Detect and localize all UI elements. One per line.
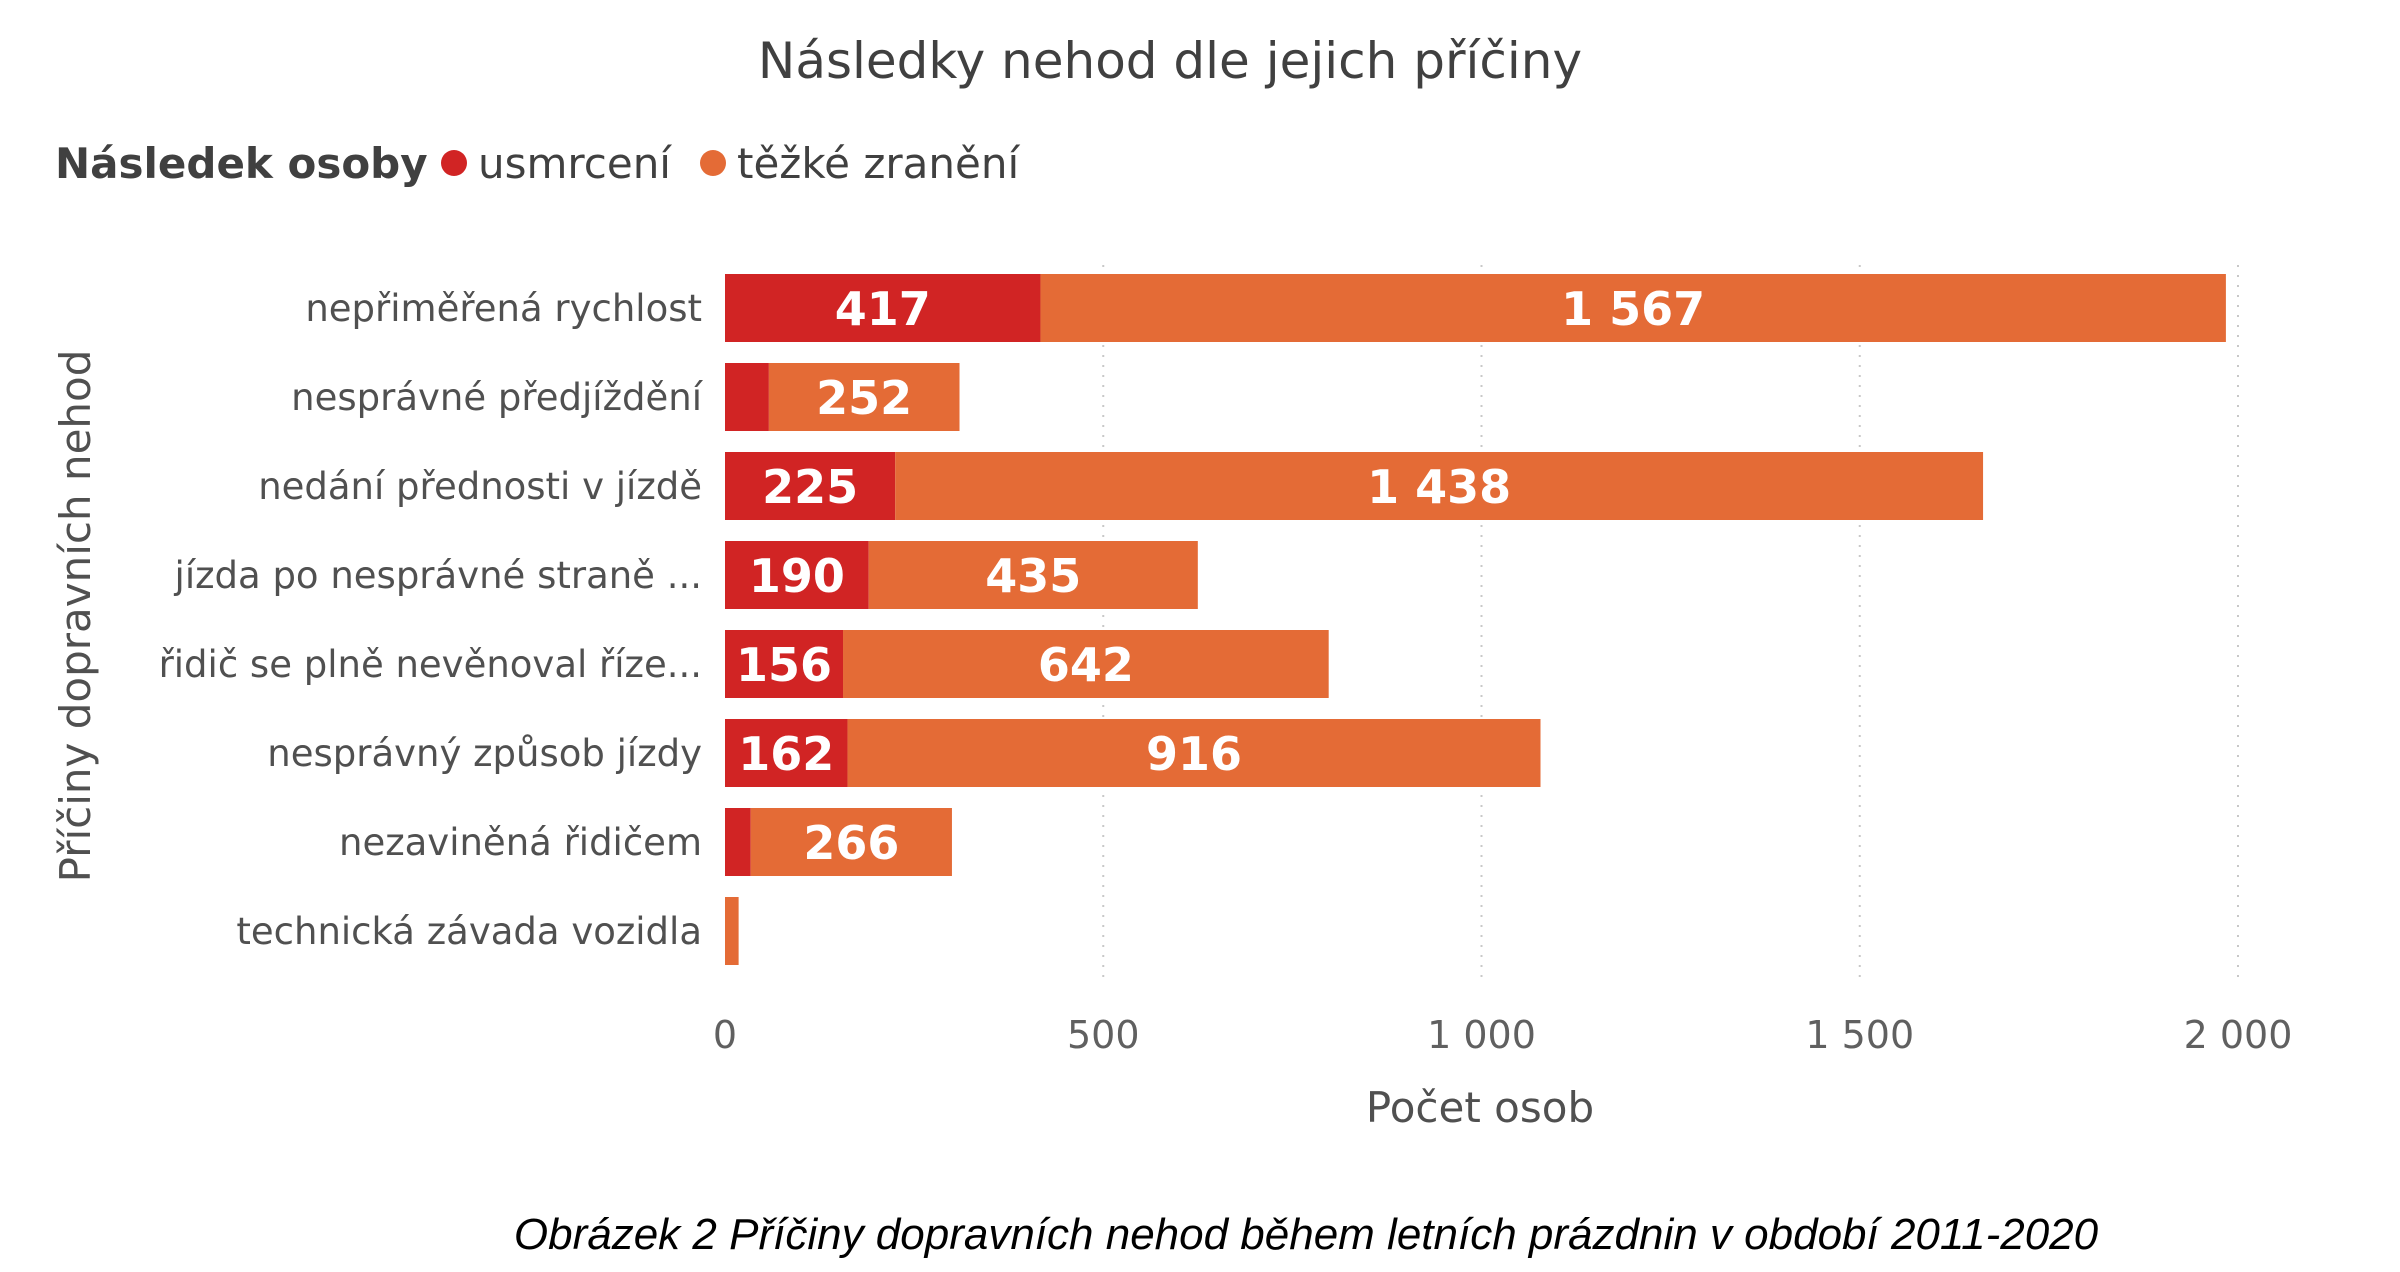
gridlines (1102, 265, 2239, 985)
data-label: 266 (803, 816, 899, 870)
bar-usmrceni (725, 363, 769, 431)
legend-marker-tezke-zraneni (700, 150, 726, 176)
data-label: 642 (1038, 638, 1134, 692)
data-label: 252 (816, 371, 912, 425)
bar-tezke-zraneni (847, 719, 1541, 787)
bar-usmrceni (725, 274, 1041, 342)
y-axis-title: Příčiny dopravních nehod (51, 350, 100, 883)
category-labels: nepřiměřená rychlost nesprávné předjížděn… (159, 287, 704, 953)
data-label: 916 (1146, 727, 1242, 781)
x-tick-label: 500 (1067, 1013, 1140, 1057)
x-tick-labels: 0 500 1 000 1 500 2 000 (713, 1013, 2292, 1057)
bar-usmrceni (725, 541, 869, 609)
data-label: 156 (736, 638, 832, 692)
data-label: 162 (738, 727, 834, 781)
category-label: nesprávné předjíždění (291, 376, 704, 419)
chart-title: Následky nehod dle jejich příčiny (758, 32, 1582, 90)
bar-usmrceni (725, 808, 751, 876)
bar-tezke-zraneni (843, 630, 1329, 698)
bar-tezke-zraneni (895, 452, 1984, 520)
category-label: nedání přednosti v jízdě (258, 465, 702, 508)
category-label: nezaviněná řidičem (339, 821, 702, 864)
x-tick-label: 1 000 (1427, 1013, 1536, 1057)
bar-usmrceni (725, 630, 844, 698)
x-tick-label: 2 000 (2184, 1013, 2293, 1057)
category-label: technická závada vozidla (236, 910, 702, 953)
data-label: 1 567 (1561, 282, 1705, 336)
bar-tezke-zraneni (750, 808, 952, 876)
bar-tezke-zraneni (768, 363, 960, 431)
figure-caption: Obrázek 2 Příčiny dopravních nehod během… (513, 1210, 2099, 1259)
bar-tezke-zraneni (725, 897, 739, 965)
legend: Následek osoby usmrcení těžké zranění (55, 139, 1020, 188)
bar-tezke-zraneni (868, 541, 1198, 609)
data-label: 435 (985, 549, 1081, 603)
bar-tezke-zraneni (1040, 274, 2226, 342)
legend-label-tezke-zraneni: těžké zranění (737, 139, 1020, 188)
category-label: nesprávný způsob jízdy (267, 732, 702, 775)
x-tick-label: 0 (713, 1013, 737, 1057)
data-label: 225 (762, 460, 858, 514)
bar-usmrceni (725, 452, 896, 520)
legend-label-usmrceni: usmrcení (478, 139, 672, 188)
x-axis-title: Počet osob (1366, 1083, 1594, 1132)
data-label: 190 (749, 549, 845, 603)
category-label: jízda po nesprávné straně ... (174, 554, 702, 597)
data-label: 417 (835, 282, 931, 336)
legend-title: Následek osoby (55, 139, 428, 188)
category-label: nepřiměřená rychlost (305, 287, 702, 330)
bars: 417 1 567 252 225 1 438 190 435 156 642 162 916 266 (725, 274, 2226, 965)
bar-usmrceni (725, 719, 848, 787)
data-label: 1 438 (1367, 460, 1511, 514)
category-label: řidič se plně nevěnoval říze... (159, 643, 702, 686)
x-tick-label: 1 500 (1805, 1013, 1914, 1057)
legend-marker-usmrceni (441, 150, 467, 176)
